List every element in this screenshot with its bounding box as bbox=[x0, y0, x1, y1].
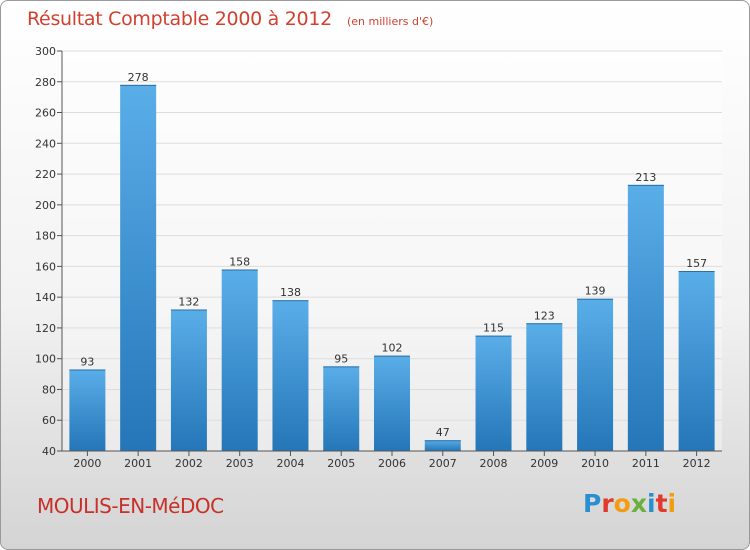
x-tick-label-2009: 2009 bbox=[530, 457, 558, 470]
x-tick-label-2012: 2012 bbox=[683, 457, 711, 470]
bar-2005 bbox=[323, 366, 360, 451]
bar-2004 bbox=[272, 300, 309, 451]
x-tick-label-2005: 2005 bbox=[327, 457, 355, 470]
value-label-2001: 278 bbox=[128, 71, 149, 84]
value-label-2009: 123 bbox=[534, 309, 555, 322]
value-label-2005: 95 bbox=[334, 352, 348, 365]
bar-2006 bbox=[374, 355, 410, 451]
y-tick-label: 160 bbox=[35, 260, 56, 273]
y-tick-label: 280 bbox=[35, 76, 56, 89]
value-label-2002: 132 bbox=[178, 295, 199, 308]
logo-letter: o bbox=[613, 489, 631, 518]
value-label-2012: 157 bbox=[686, 257, 707, 270]
y-tick-label: 40 bbox=[42, 445, 56, 458]
x-tick-label-2011: 2011 bbox=[632, 457, 660, 470]
bar-2000 bbox=[69, 369, 106, 451]
logo-letter: x bbox=[630, 489, 647, 518]
value-label-2006: 102 bbox=[382, 342, 403, 355]
y-tick-label: 260 bbox=[35, 107, 56, 120]
y-tick-label: 140 bbox=[35, 291, 56, 304]
proxiti-logo[interactable]: Proxiti bbox=[583, 489, 676, 518]
y-tick-label: 300 bbox=[35, 45, 56, 58]
value-label-2008: 115 bbox=[483, 322, 504, 335]
value-label-2000: 93 bbox=[80, 355, 94, 368]
y-tick-label: 220 bbox=[35, 168, 56, 181]
logo-letter: t bbox=[655, 489, 668, 518]
commune-name: MOULIS-EN-MéDOC bbox=[37, 494, 224, 518]
x-tick-label-2003: 2003 bbox=[226, 457, 254, 470]
value-label-2011: 213 bbox=[635, 171, 656, 184]
logo-letter: i bbox=[667, 489, 677, 518]
bar-2008 bbox=[475, 335, 512, 451]
y-tick-label: 120 bbox=[35, 322, 56, 335]
x-tick-label-2004: 2004 bbox=[276, 457, 304, 470]
bar-2001 bbox=[120, 84, 157, 451]
logo-letter: i bbox=[647, 489, 656, 518]
logo-letter: P bbox=[583, 489, 602, 518]
x-tick-label-2006: 2006 bbox=[378, 457, 406, 470]
x-tick-label-2000: 2000 bbox=[73, 457, 101, 470]
bar-2010 bbox=[577, 298, 614, 451]
bar-2003 bbox=[221, 269, 258, 451]
y-tick-label: 240 bbox=[35, 137, 56, 150]
y-tick-label: 80 bbox=[42, 383, 56, 396]
bar-2007 bbox=[424, 440, 461, 451]
axis-layer: 40 60 80 100 120 140 160 180 200 220 240 260 280 300 2… bbox=[35, 45, 722, 470]
logo-letter: r bbox=[601, 489, 614, 518]
y-tick-label: 60 bbox=[42, 414, 56, 427]
chart-subtitle: (en milliers d'€) bbox=[346, 15, 434, 28]
x-tick-label-2001: 2001 bbox=[124, 457, 152, 470]
bar-layer: 93 278 132 158 138 95 102 47 115 123 139 213 157 bbox=[69, 71, 715, 451]
y-tick-label: 100 bbox=[35, 353, 56, 366]
value-label-2003: 158 bbox=[229, 255, 250, 268]
y-tick-label: 200 bbox=[35, 199, 56, 212]
x-tick-label-2010: 2010 bbox=[581, 457, 609, 470]
value-label-2007: 47 bbox=[436, 426, 450, 439]
title-row: Résultat Comptable 2000 à 2012 (en milli… bbox=[27, 8, 433, 30]
x-tick-label-2002: 2002 bbox=[175, 457, 203, 470]
y-tick-label: 180 bbox=[35, 230, 56, 243]
x-tick-label-2007: 2007 bbox=[429, 457, 457, 470]
bar-2002 bbox=[170, 309, 207, 451]
bar-2012 bbox=[678, 271, 715, 451]
value-label-2004: 138 bbox=[280, 286, 301, 299]
x-tick-label-2008: 2008 bbox=[480, 457, 508, 470]
chart-title: Résultat Comptable 2000 à 2012 bbox=[27, 8, 332, 30]
bar-2009 bbox=[526, 323, 563, 451]
value-label-2010: 139 bbox=[585, 285, 606, 298]
bar-2011 bbox=[627, 184, 664, 451]
